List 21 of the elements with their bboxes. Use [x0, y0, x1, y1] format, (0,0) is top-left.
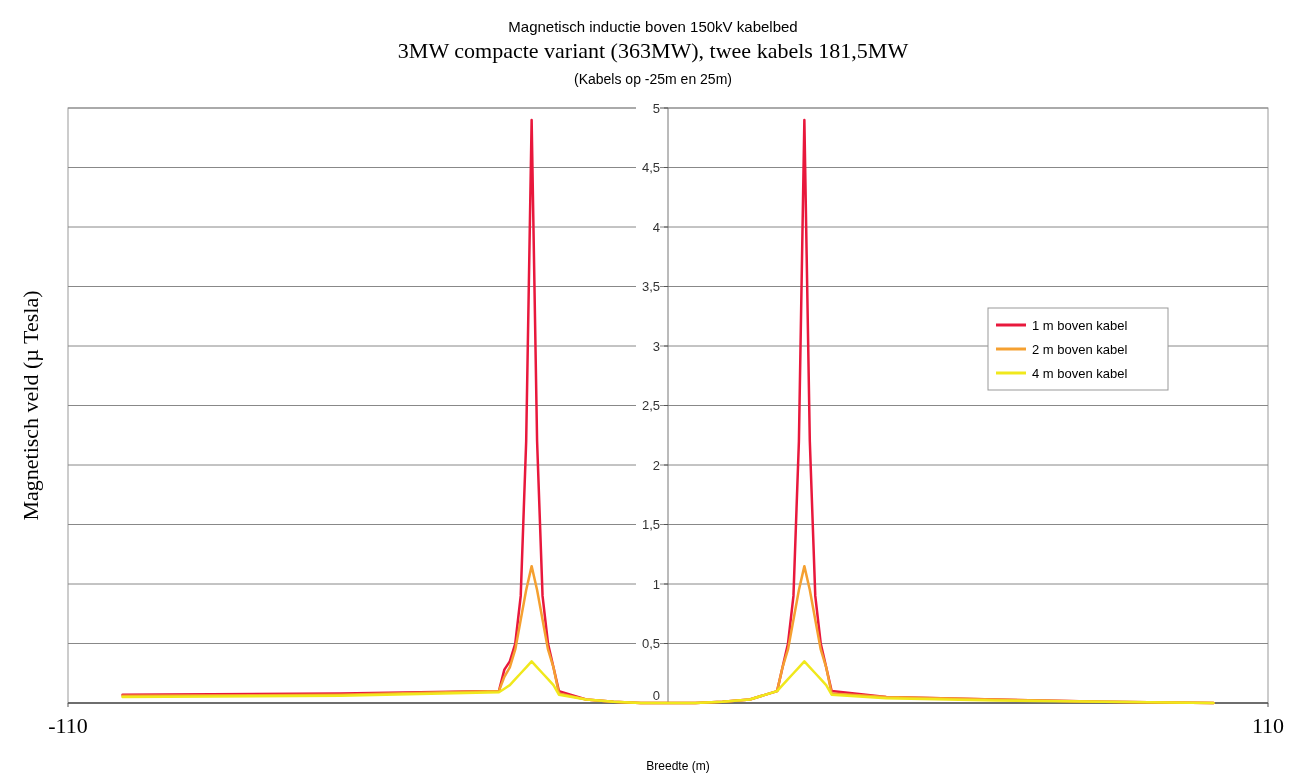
y-tick-label: 0	[652, 687, 660, 703]
y-axis-title: Magnetisch veld (µ Tesla)	[18, 290, 43, 521]
y-tick-label: 2	[652, 457, 660, 473]
legend-label: 1 m boven kabel	[1032, 317, 1128, 333]
y-tick-label: 0,5	[641, 636, 660, 652]
y-tick-label: 3,5	[641, 279, 660, 295]
y-tick-label: 2,5	[641, 398, 660, 414]
y-tick-label: 1	[652, 576, 660, 592]
y-tick-label: 1,5	[641, 517, 660, 533]
x-axis-title: Breedte (m)	[646, 759, 710, 773]
text: (Kabels op -25m en 25m)	[574, 71, 732, 87]
y-tick-label: 4,5	[641, 160, 660, 176]
y-tick-label: 3	[652, 338, 660, 354]
y-tick-label: 4	[652, 219, 660, 235]
x-tick-label: -110	[48, 713, 88, 738]
chart-title: Magnetisch inductie boven 150kV kabelbed	[508, 18, 798, 35]
legend-label: 2 m boven kabel	[1032, 341, 1128, 357]
chart-subtitle: 3MW compacte variant (363MW), twee kabels 181,5MW	[397, 38, 909, 63]
x-tick-label: 110	[1251, 713, 1285, 738]
legend-label: 4 m boven kabel	[1032, 365, 1128, 381]
y-tick-label: 5	[652, 100, 660, 116]
